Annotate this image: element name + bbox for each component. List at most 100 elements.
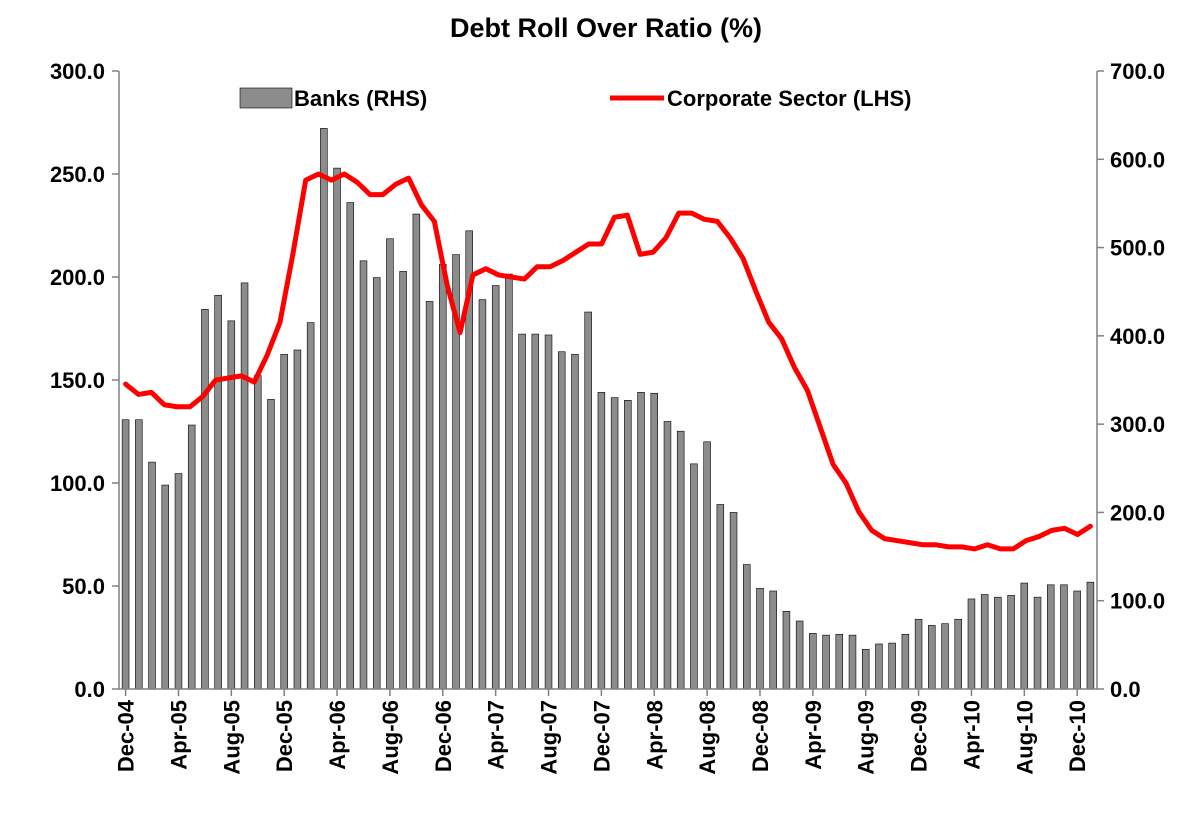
banks-bar: [280, 354, 288, 690]
x-tick-label: Apr-05: [166, 700, 191, 770]
banks-bar: [1047, 584, 1055, 690]
banks-bar: [386, 238, 394, 690]
right-y-tick-label: 200.0: [1110, 500, 1165, 525]
banks-bar: [544, 334, 553, 690]
banks-bar: [610, 397, 619, 690]
x-tick-label: Aug-07: [537, 700, 562, 775]
banks-bar: [254, 375, 262, 690]
banks-bar: [822, 634, 830, 690]
banks-bar: [875, 643, 883, 690]
x-tick-label: Apr-08: [642, 700, 667, 770]
x-tick-label: Aug-06: [378, 700, 403, 775]
banks-bar: [1073, 590, 1081, 690]
banks-bar: [663, 421, 672, 690]
banks-bar: [478, 299, 487, 690]
banks-bar: [571, 354, 579, 690]
banks-bar: [1020, 582, 1029, 690]
banks-bar: [769, 590, 777, 690]
x-tick-label: Aug-08: [695, 700, 720, 775]
x-tick-label: Dec-09: [907, 700, 932, 772]
left-y-tick-label: 0.0: [74, 677, 105, 702]
banks-bar: [624, 400, 632, 690]
banks-bar: [174, 473, 183, 690]
left-y-tick-label: 250.0: [50, 162, 105, 187]
banks-bar: [967, 598, 976, 690]
banks-bar: [848, 634, 857, 690]
x-tick-label: Apr-10: [959, 700, 984, 770]
left-y-tick-label: 50.0: [62, 574, 105, 599]
banks-bar: [372, 277, 381, 690]
banks-bar: [861, 648, 870, 690]
banks-bar: [901, 633, 910, 690]
banks-bar: [928, 625, 936, 690]
x-tick-label: Dec-08: [748, 700, 773, 772]
x-tick-label: Aug-05: [219, 700, 244, 775]
legend-corporate-label: Corporate Sector (LHS): [667, 86, 911, 111]
x-tick-label: Aug-09: [854, 700, 879, 775]
banks-bar: [795, 620, 804, 690]
banks-bar: [914, 618, 923, 690]
banks-bar: [1060, 584, 1068, 690]
right-y-tick-label: 100.0: [1110, 589, 1165, 614]
banks-bar: [888, 642, 896, 690]
banks-bar: [756, 588, 764, 690]
banks-bar: [729, 512, 738, 690]
left-y-ticks: 0.0 50.0 100.0 150.0 200.0 250.0 300.0: [50, 59, 119, 702]
x-ticks: Dec-04 Apr-05 Aug-05 Dec-05 Apr-06 Aug-06 Dec-…: [114, 689, 1090, 775]
banks-bar: [505, 273, 513, 690]
right-y-tick-label: 500.0: [1110, 236, 1165, 261]
banks-bar: [187, 424, 196, 690]
banks-bar: [412, 213, 421, 690]
banks-bar: [201, 309, 209, 690]
banks-bar: [293, 349, 302, 690]
banks-bar: [135, 419, 143, 690]
right-y-ticks: 0.0 100.0 200.0 300.0 400.0 500.0 600.0 700.0: [1097, 59, 1165, 702]
corporate-sector-line: [123, 171, 1093, 552]
banks-bar: [1086, 581, 1095, 690]
x-tick-label: Dec-04: [114, 699, 139, 772]
x-tick-label: Dec-10: [1065, 700, 1090, 772]
right-y-tick-label: 400.0: [1110, 324, 1165, 349]
chart-title: Debt Roll Over Ratio (%): [450, 13, 762, 43]
banks-bar: [148, 461, 156, 690]
left-y-tick-label: 300.0: [50, 59, 105, 84]
x-tick-label: Dec-06: [431, 700, 456, 772]
x-tick-label: Dec-05: [272, 700, 297, 772]
left-y-tick-label: 200.0: [50, 265, 105, 290]
banks-bar: [359, 260, 368, 690]
banks-bar: [650, 392, 658, 690]
banks-bar: [994, 596, 1002, 690]
banks-bar: [637, 392, 645, 690]
left-y-tick-label: 100.0: [50, 471, 105, 496]
banks-bar: [980, 594, 989, 690]
x-tick-label: Apr-06: [325, 700, 350, 770]
banks-bar: [439, 264, 447, 690]
banks-bar: [491, 285, 500, 690]
right-y-tick-label: 600.0: [1110, 147, 1165, 172]
banks-bar: [240, 282, 249, 690]
x-tick-label: Apr-07: [484, 700, 509, 770]
banks-bar: [716, 504, 725, 690]
banks-bar: [584, 311, 592, 690]
banks-bar: [320, 128, 328, 690]
banks-bar: [1033, 596, 1042, 690]
banks-bar: [121, 419, 130, 690]
banks-bar: [941, 623, 949, 690]
banks-bar: [690, 463, 698, 690]
banks-bar: [558, 351, 566, 690]
banks-bar: [809, 633, 817, 690]
legend: Banks (RHS) Corporate Sector (LHS): [239, 86, 911, 111]
banks-bar: [267, 399, 275, 690]
x-tick-label: Dec-07: [589, 700, 614, 772]
banks-bar: [346, 202, 355, 690]
banks-bar: [399, 271, 407, 690]
banks-bar: [835, 633, 844, 690]
banks-bar: [743, 564, 751, 690]
banks-bar: [306, 322, 315, 690]
banks-bar: [518, 333, 526, 690]
legend-banks-label: Banks (RHS): [294, 86, 427, 111]
right-y-tick-label: 300.0: [1110, 412, 1165, 437]
banks-bar: [333, 167, 341, 690]
banks-bar: [214, 294, 222, 690]
